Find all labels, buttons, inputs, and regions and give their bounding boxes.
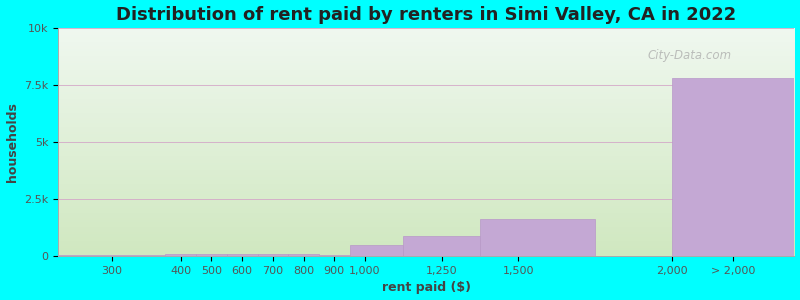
Title: Distribution of rent paid by renters in Simi Valley, CA in 2022: Distribution of rent paid by renters in … [116, 6, 736, 24]
Bar [403, 236, 480, 256]
Bar [196, 254, 227, 256]
Bar [58, 255, 166, 256]
Bar [166, 254, 196, 256]
Bar [480, 218, 595, 256]
Bar [258, 254, 288, 256]
Bar [350, 245, 403, 256]
X-axis label: rent paid ($): rent paid ($) [382, 281, 470, 294]
Text: City-Data.com: City-Data.com [647, 49, 731, 62]
Bar [227, 254, 258, 256]
Bar [288, 254, 319, 256]
Y-axis label: households: households [6, 102, 18, 182]
Bar [319, 255, 350, 256]
Bar [672, 78, 794, 256]
